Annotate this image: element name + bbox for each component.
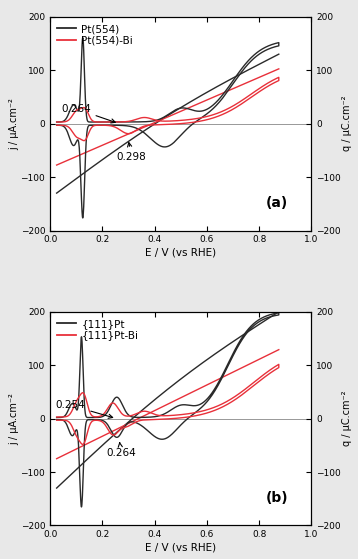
Text: 0.254: 0.254 xyxy=(55,400,113,418)
Text: (a): (a) xyxy=(266,196,288,210)
Legend: {111}Pt, {111}Pt-Bi: {111}Pt, {111}Pt-Bi xyxy=(55,317,140,343)
Text: 0.298: 0.298 xyxy=(117,143,146,162)
X-axis label: E / V (vs RHE): E / V (vs RHE) xyxy=(145,542,216,552)
Text: 0.264: 0.264 xyxy=(61,103,115,123)
Y-axis label: j / μA.cm⁻²: j / μA.cm⁻² xyxy=(9,98,19,150)
Legend: Pt(554), Pt(554)-Bi: Pt(554), Pt(554)-Bi xyxy=(55,22,135,48)
X-axis label: E / V (vs RHE): E / V (vs RHE) xyxy=(145,247,216,257)
Y-axis label: q / μC.cm⁻²: q / μC.cm⁻² xyxy=(343,96,353,151)
Text: 0.264: 0.264 xyxy=(106,443,136,458)
Y-axis label: q / μC.cm⁻²: q / μC.cm⁻² xyxy=(343,391,353,446)
Y-axis label: j / μA.cm⁻²: j / μA.cm⁻² xyxy=(9,392,19,444)
Text: (b): (b) xyxy=(266,491,288,505)
